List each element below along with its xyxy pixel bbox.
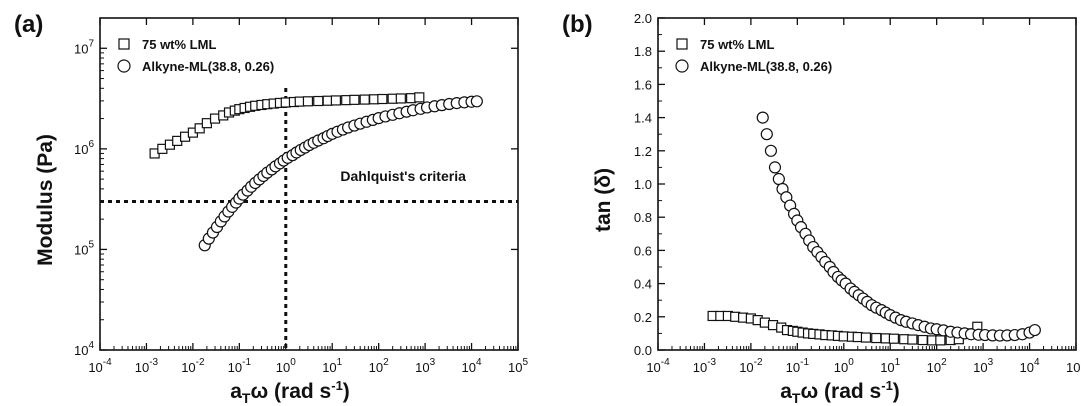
panel-a-series-0-square-point: [377, 93, 388, 105]
panel-a-legend-label: Alkyne-ML(38.8, 0.26): [142, 59, 274, 74]
panel-b-x-tick-label: 103: [973, 357, 993, 375]
panel-a-x-tick-label: 102: [369, 357, 389, 375]
panel-a-series-0-square-point: [359, 94, 370, 105]
panel-a-series-0-square-point: [349, 94, 360, 105]
panel-b-series-0-square-point: [917, 334, 928, 346]
panel-b-label: (b): [562, 11, 593, 38]
panel-a-series-0-square-point: [313, 95, 324, 107]
panel-a-series-0-square-point: [414, 92, 425, 103]
panel-b-x-tick-label: 10-3: [693, 357, 717, 375]
panel-b-data-marks: [707, 111, 1041, 346]
panel-a-data-marks: [149, 92, 483, 252]
panel-b-legend: 75 wt% LML Alkyne-ML(38.8, 0.26): [675, 37, 832, 74]
panel-a-label: (a): [14, 11, 43, 38]
panel-b-x-tick-label: 101: [880, 357, 900, 375]
panel-a-reference-lines: [100, 88, 518, 350]
panel-a-legend-square-icon: [118, 38, 130, 50]
panel-b-y-tick-label: 0.2: [634, 310, 652, 325]
panel-b-series-0-square-point: [860, 332, 872, 343]
panel-a-legend-circle-icon: [117, 59, 131, 73]
panel-b-series-1-circle-point: [1028, 323, 1041, 337]
panel-a-x-tick-label: 10-1: [228, 357, 252, 375]
panel-b: (b) tan (δ) 10-4 10-3 10-2 10-1 100 101 102 103…: [562, 11, 1081, 406]
panel-b-y-tick-label: 2.0: [634, 11, 652, 26]
panel-b-x-tick-label: 105: [1066, 357, 1081, 375]
panel-b-y-tick-label: 0.6: [634, 243, 652, 258]
panel-b-x-tick-label: 10-4: [646, 357, 670, 375]
panel-a-series-1-circle-point: [470, 95, 483, 108]
panel-b-legend-square-icon: [676, 38, 688, 50]
panel-b-x-tick-label: 100: [834, 357, 854, 375]
panel-a-x-axis-title: aTω (rad s-1): [230, 378, 350, 406]
panel-a-x-tick-label: 104: [462, 357, 482, 375]
panel-a-y-tick-label: 106: [74, 139, 94, 157]
panel-b-series-1-circle-point: [772, 172, 785, 186]
panel-b-series-1-circle-point: [764, 144, 778, 157]
panel-a-annotations: Dahlquist's criteria: [340, 168, 466, 184]
panel-b-series-0-square-point: [888, 333, 899, 344]
panel-b-series-1-circle-point: [760, 128, 773, 141]
panel-a-legend-label: 75 wt% LML: [142, 37, 216, 52]
panel-a-x-tick-label: 103: [415, 357, 435, 375]
panel-b-axes: 10-4 10-3 10-2 10-1 100 101 102 103 104 105 0.0 0.2…: [634, 11, 1081, 375]
panel-a-series-0-square-point: [330, 95, 341, 106]
panel-a-series-0-square-point: [395, 93, 406, 104]
panel-a: (a) Modulus (Pa) 10-4 10-3 10-2 10-1 100 101 1…: [14, 11, 528, 406]
panel-b-plot-frame: [657, 17, 1077, 351]
panel-b-y-tick-label: 0.8: [634, 210, 652, 225]
panel-b-series-1-circle-point: [756, 111, 769, 124]
panel-b-series-0-square-point: [907, 334, 918, 345]
panel-b-y-tick-label: 0.0: [634, 343, 652, 358]
panel-b-y-tick-label: 0.4: [634, 277, 652, 292]
panel-b-legend-circle-icon: [675, 59, 689, 73]
panel-a-y-tick-label: 107: [74, 38, 94, 56]
panel-a-legend: 75 wt% LML Alkyne-ML(38.8, 0.26): [117, 37, 274, 74]
panel-b-series-0-square-point: [871, 332, 882, 344]
panel-b-y-axis-title: tan (δ): [592, 168, 615, 232]
panel-b-y-tick-label: 1.4: [634, 111, 652, 126]
panel-a-x-tick-label: 10-4: [88, 357, 112, 375]
panel-b-series-0-square-point: [935, 335, 946, 346]
panel-a-series-0-square-point: [194, 123, 205, 134]
panel-b-legend-label: Alkyne-ML(38.8, 0.26): [700, 59, 832, 74]
panel-a-x-tick-label: 10-3: [135, 357, 159, 375]
panel-a-y-tick-label: 105: [74, 239, 94, 257]
panel-b-x-tick-label: 10-1: [786, 357, 810, 375]
panel-b-y-tick-label: 1.8: [634, 44, 652, 59]
panel-a-y-tick-label: 104: [74, 340, 94, 358]
panel-a-x-tick-label: 101: [322, 357, 342, 375]
panel-a-x-tick-label: 10-2: [181, 357, 205, 375]
panel-b-x-tick-label: 104: [1020, 357, 1040, 375]
panel-a-plot-frame: [99, 17, 519, 351]
panel-a-annotation: Dahlquist's criteria: [340, 168, 466, 184]
panel-a-x-tick-label: 105: [508, 357, 528, 375]
panel-b-series-1-circle-point: [768, 161, 782, 174]
panel-b-y-tick-label: 1.0: [634, 177, 652, 192]
panel-a-x-tick-label: 100: [276, 357, 296, 375]
panel-b-legend-label: 75 wt% LML: [700, 37, 774, 52]
panel-b-x-axis-title: aTω (rad s-1): [780, 378, 900, 406]
panel-b-x-tick-label: 102: [927, 357, 947, 375]
panel-a-series-0-square-point: [302, 96, 314, 107]
panel-b-x-tick-label: 10-2: [739, 357, 763, 375]
panel-b-y-tick-label: 1.2: [634, 144, 652, 159]
panel-a-y-axis-title: Modulus (Pa): [34, 134, 57, 266]
panel-b-y-tick-label: 1.6: [634, 77, 652, 92]
panel-a-axes: 10-4 10-3 10-2 10-1 100 101 102 103 104 105 104 105…: [74, 17, 528, 375]
